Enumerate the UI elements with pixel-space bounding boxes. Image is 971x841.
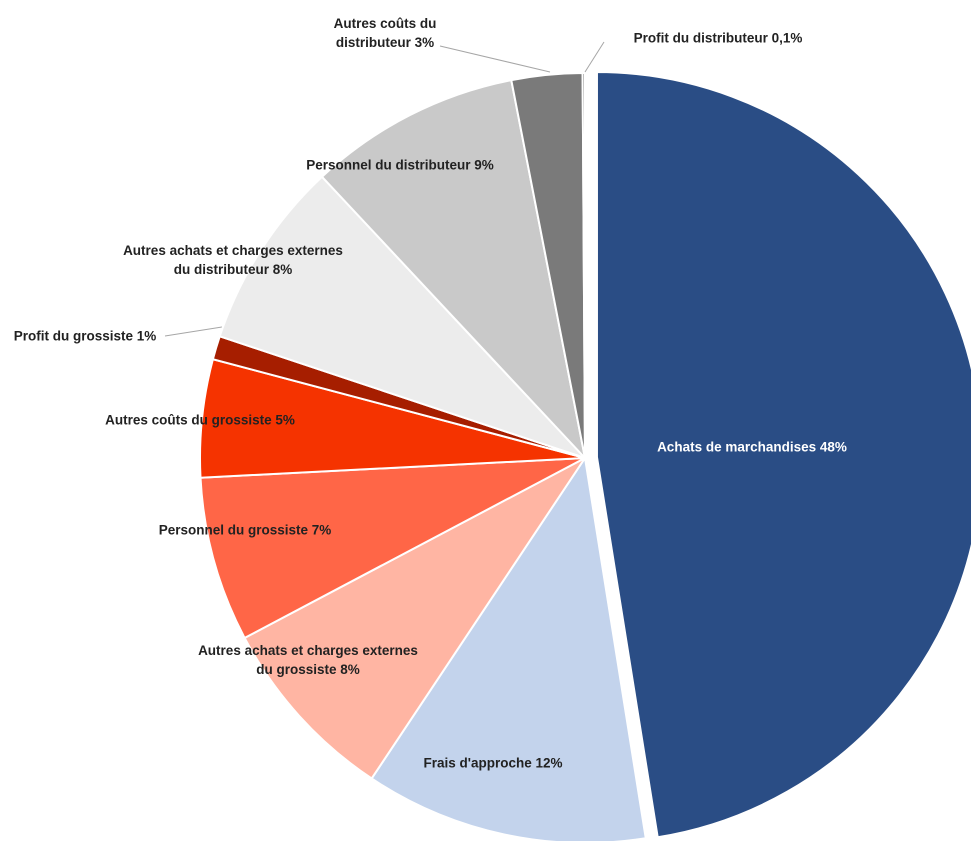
category-name: Autres achats et charges externes du gro…	[198, 643, 418, 677]
leader-line	[164, 326, 223, 337]
value-label: 5%	[275, 412, 295, 428]
slice-label: Personnel du distributeur 9%	[285, 156, 515, 175]
pie-slice	[320, 78, 587, 462]
slice-label: Profit du grossiste 1%	[5, 327, 165, 346]
value-label: 12%	[535, 755, 563, 771]
pie-slice	[218, 175, 586, 459]
leader-line	[439, 45, 551, 73]
category-name: Profit du distributeur	[633, 30, 768, 46]
category-name: Autres coûts du distributeur	[333, 16, 437, 50]
value-label: 3%	[414, 35, 435, 50]
value-label: 0,1%	[771, 30, 803, 46]
slice-label: Autres achats et charges externes du dis…	[113, 241, 353, 279]
category-name: Frais d'approche	[423, 755, 532, 771]
slice-label: Personnel du grossiste 7%	[115, 521, 375, 540]
category-name: Autres coûts du grossiste	[105, 412, 272, 428]
value-label: 48%	[819, 439, 847, 455]
value-label: 7%	[311, 522, 332, 538]
slice-label: Achats de marchandises 48%	[652, 438, 852, 457]
slice-label: Autres coûts du distributeur 3%	[310, 14, 460, 52]
pie-slice	[370, 455, 647, 841]
slice-label: Autres coûts du grossiste 5%	[100, 411, 300, 430]
category-name: Personnel du grossiste	[158, 522, 308, 538]
category-name: Achats de marchandises	[657, 439, 817, 455]
category-name: Autres achats et charges externes du dis…	[123, 243, 343, 277]
slice-label: Autres achats et charges externes du gro…	[193, 641, 423, 679]
pie-slice	[595, 71, 971, 839]
value-label: 9%	[474, 157, 494, 173]
slice-label: Frais d'approche 12%	[378, 754, 608, 773]
value-label: 1%	[136, 328, 157, 344]
slice-label: Profit du distributeur 0,1%	[583, 29, 853, 48]
pie-slice	[199, 457, 586, 640]
pie-slice	[581, 71, 586, 459]
value-label: 8%	[272, 262, 293, 277]
category-name: Personnel du distributeur	[306, 157, 471, 173]
leader-line	[584, 41, 605, 73]
value-label: 8%	[340, 662, 360, 677]
category-name: Profit du grossiste	[13, 328, 133, 344]
pie-slice	[243, 457, 586, 780]
